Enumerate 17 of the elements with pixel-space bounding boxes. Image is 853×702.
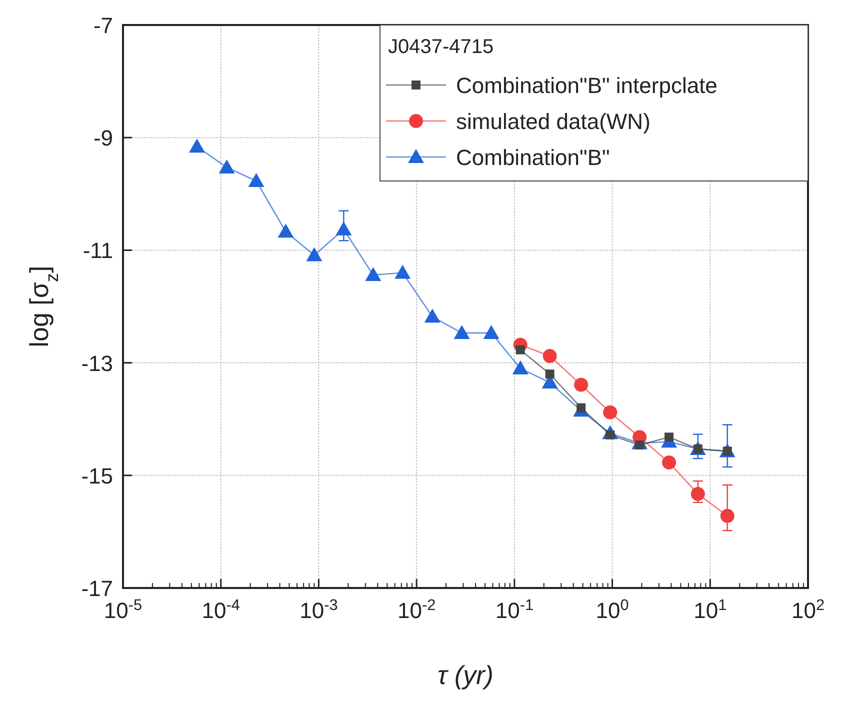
x-tick-label: 10$^{-4}$ [202, 596, 240, 623]
x-tick-label: 10$^{-1}$ [495, 596, 534, 623]
y-tick-label: -7 [93, 13, 113, 38]
legend-label: simulated data(WN) [456, 109, 650, 134]
x-tick-label: 10$^{2}$ [791, 596, 825, 623]
y-tick-label: -9 [93, 126, 113, 151]
legend-title: J0437-4715 [388, 36, 494, 58]
y-tick-label: -11 [82, 238, 113, 264]
x-tick-label: 10$^{0}$ [596, 596, 629, 623]
legend-label: Combination"B" [456, 145, 610, 170]
x-tick-label: 10$^{1}$ [694, 596, 727, 623]
x-tick-label: 10$^{-2}$ [397, 596, 436, 623]
x-axis-title: τ (yr) [438, 660, 494, 690]
y-tick-label: -15 [81, 463, 113, 488]
y-tick-label: -13 [81, 350, 113, 376]
x-tick-label: 10$^{-3}$ [300, 596, 338, 623]
legend-label: Combination"B" interpclate [456, 73, 718, 98]
